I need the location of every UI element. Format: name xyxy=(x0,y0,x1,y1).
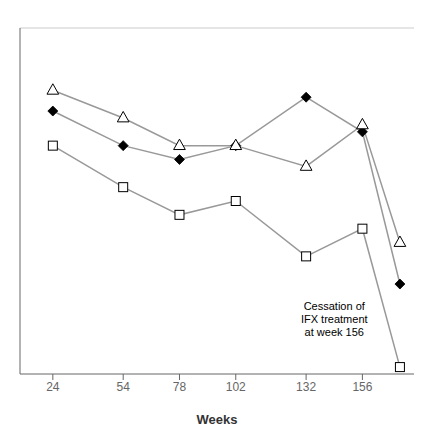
svg-text:54: 54 xyxy=(117,380,131,394)
svg-text:132: 132 xyxy=(296,380,316,394)
svg-text:156: 156 xyxy=(352,380,372,394)
svg-text:24: 24 xyxy=(46,380,60,394)
svg-text:Weeks: Weeks xyxy=(197,412,238,427)
svg-text:78: 78 xyxy=(173,380,187,394)
svg-text:102: 102 xyxy=(226,380,246,394)
svg-text:Cessation ofIFX treatmentat we: Cessation ofIFX treatmentat week 156 xyxy=(301,300,368,338)
